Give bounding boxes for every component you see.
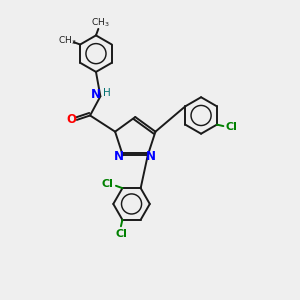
Text: Cl: Cl — [102, 179, 114, 189]
Text: Cl: Cl — [116, 229, 128, 239]
Text: O: O — [67, 113, 76, 126]
Text: CH$_3$: CH$_3$ — [91, 17, 110, 29]
Text: N: N — [146, 150, 156, 163]
Text: N: N — [91, 88, 101, 101]
Text: H: H — [103, 88, 111, 98]
Text: N: N — [114, 150, 124, 163]
Text: Cl: Cl — [226, 122, 238, 132]
Text: CH$_3$: CH$_3$ — [58, 35, 76, 47]
